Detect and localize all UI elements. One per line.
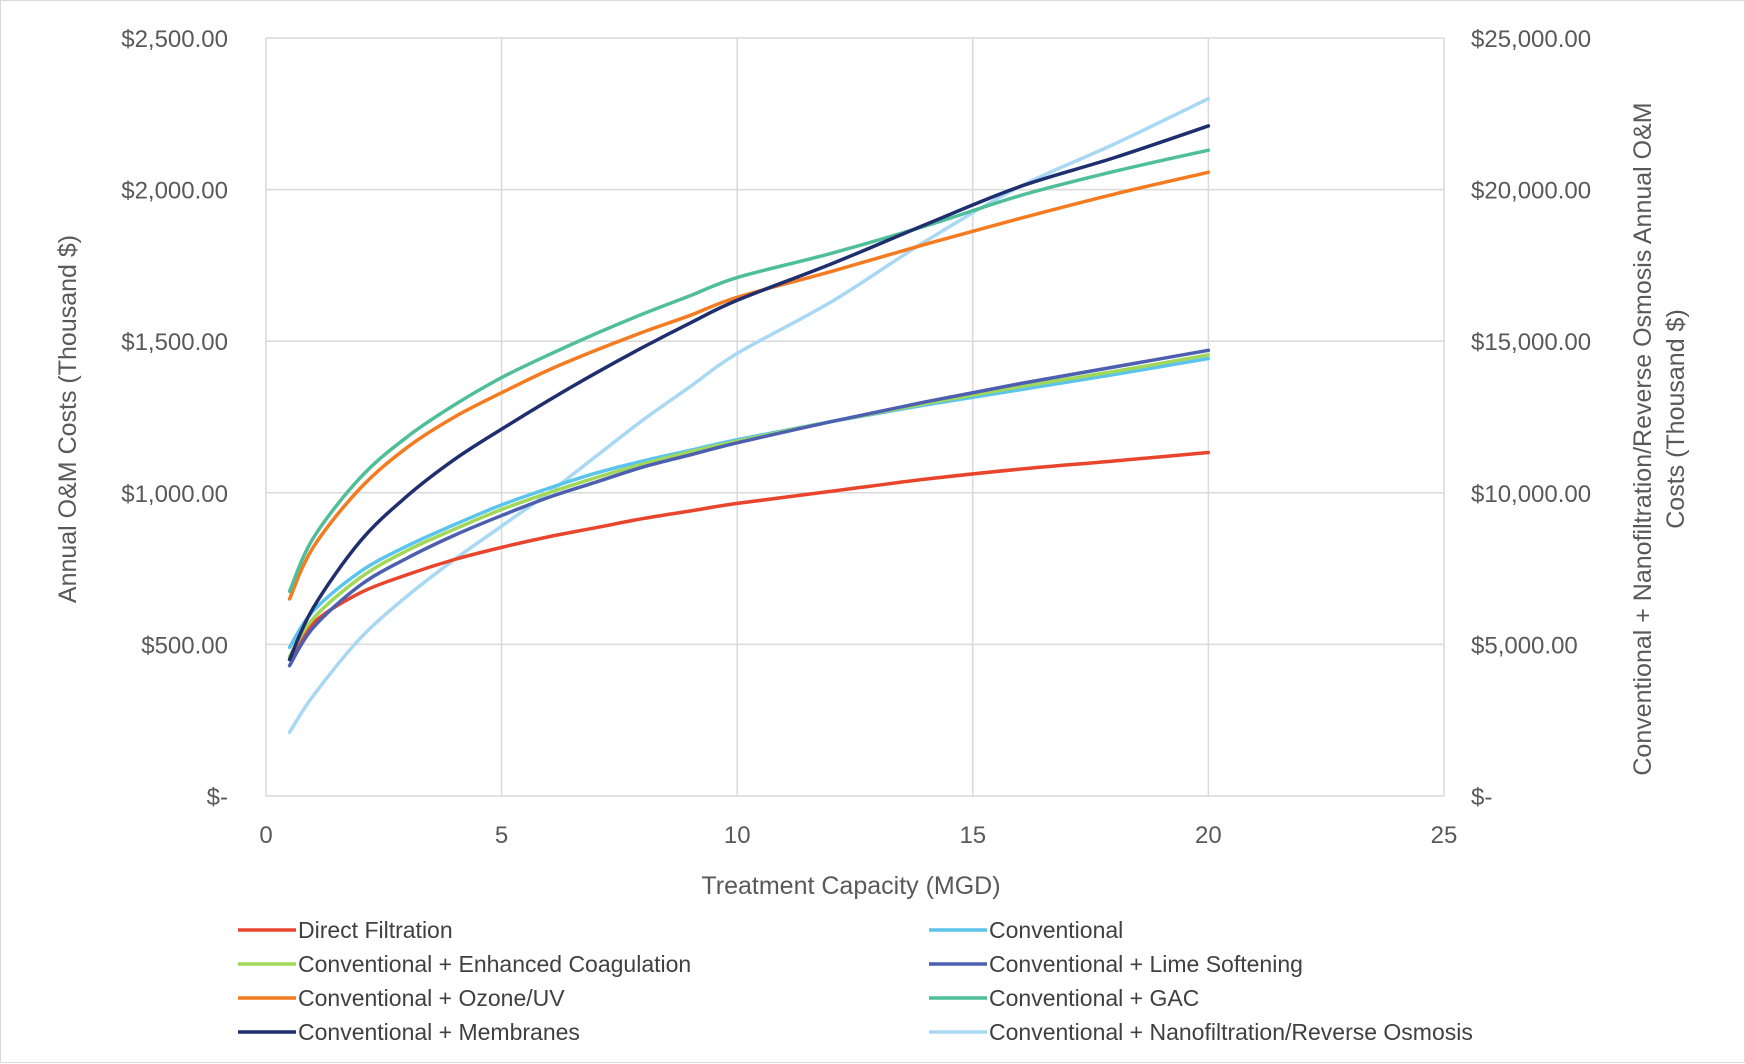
legend-label-direct-filtration: Direct Filtration <box>298 917 453 943</box>
legend: Direct Filtration Conventional Conventiona… <box>238 917 1473 1045</box>
x-tick-label: 10 <box>724 822 751 849</box>
y2-tick-label: $15,000.00 <box>1471 329 1591 356</box>
x-tick-label: 20 <box>1195 822 1222 849</box>
series-line-direct-filtration <box>287 450 1211 662</box>
series-line-conventional-enhanced-coagulation <box>287 353 1211 659</box>
y2-axis-title-line1: Conventional + Nanofiltration/Reverse Os… <box>1629 102 1657 775</box>
y2-tick-label: $5,000.00 <box>1471 632 1578 659</box>
legend-label-conventional-ozone-uv: Conventional + Ozone/UV <box>298 985 565 1011</box>
y-axis-title: Annual O&M Costs (Thousand $) <box>54 235 82 603</box>
x-tick-label: 15 <box>959 822 986 849</box>
y-tick-label: $2,500.00 <box>121 26 228 53</box>
legend-label-conventional-lime-softening: Conventional + Lime Softening <box>989 951 1303 977</box>
y2-tick-label: $25,000.00 <box>1471 26 1591 53</box>
x-tick-label: 5 <box>495 822 508 849</box>
y-tick-label: $- <box>207 784 228 811</box>
series-line-conventional-membranes <box>287 124 1211 662</box>
legend-label-conventional-enhanced-coagulation: Conventional + Enhanced Coagulation <box>298 951 691 977</box>
x-tick-label: 0 <box>259 822 272 849</box>
series-line-conventional-nanofiltration-reverse-osmosis <box>287 96 1211 735</box>
y2-tick-label: $10,000.00 <box>1471 481 1591 508</box>
axes: $- $500.00 $1,000.00 $1,500.00 $2,000.00 $2,5… <box>121 26 1591 849</box>
series-line-conventional-ozone-uv <box>287 170 1211 601</box>
y2-axis-title-line2: Costs (Thousand $) <box>1662 309 1690 529</box>
legend-label-conventional-gac: Conventional + GAC <box>989 985 1199 1011</box>
y2-tick-label: $20,000.00 <box>1471 178 1591 205</box>
y-tick-label: $500.00 <box>141 632 228 659</box>
series-lines <box>287 96 1211 735</box>
y-tick-label: $1,000.00 <box>121 481 228 508</box>
legend-label-conventional-nanofiltration-reverse-osmosis: Conventional + Nanofiltration/Reverse Os… <box>989 1019 1473 1045</box>
y-tick-label: $2,000.00 <box>121 178 228 205</box>
legend-label-conventional-membranes: Conventional + Membranes <box>298 1019 580 1045</box>
y2-tick-label: $- <box>1471 784 1492 811</box>
y-tick-label: $1,500.00 <box>121 329 228 356</box>
legend-label-conventional: Conventional <box>989 917 1123 943</box>
series-line-conventional-gac <box>287 148 1211 594</box>
series-line-conventional <box>287 356 1211 650</box>
x-axis-title: Treatment Capacity (MGD) <box>701 872 1000 900</box>
gridlines <box>265 37 1445 797</box>
x-tick-label: 25 <box>1431 822 1458 849</box>
series-line-conventional-lime-softening <box>287 348 1211 668</box>
